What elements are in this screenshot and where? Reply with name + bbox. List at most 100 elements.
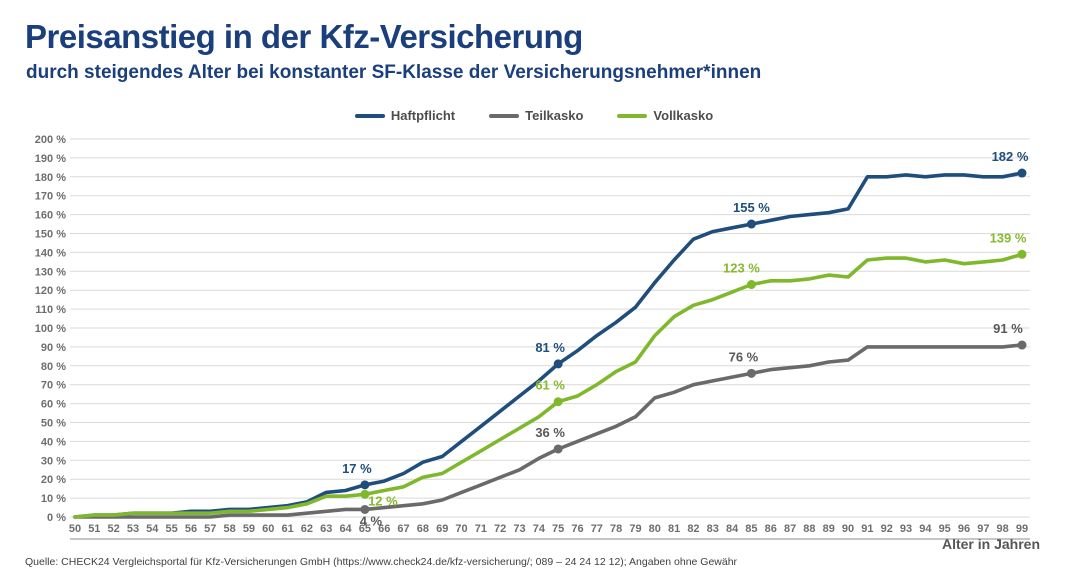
- y-tick-label: 130 %: [35, 266, 66, 278]
- data-point-haftpflicht-85: [746, 219, 756, 229]
- x-tick-label: 89: [823, 523, 835, 535]
- x-tick-label: 84: [726, 523, 739, 535]
- x-tick-label: 77: [591, 523, 603, 535]
- legend-item-teilkasko: Teilkasko: [489, 108, 583, 123]
- page-title: Preisanstieg in der Kfz-Versicherung: [25, 18, 583, 55]
- y-tick-label: 110 %: [35, 304, 66, 316]
- data-point-vollkasko-85: [746, 280, 756, 290]
- x-tick-label: 67: [397, 523, 409, 535]
- x-tick-label: 81: [668, 523, 680, 535]
- y-tick-label: 190 %: [35, 153, 66, 165]
- data-point-haftpflicht-75: [553, 359, 563, 369]
- x-tick-label: 95: [939, 523, 951, 535]
- y-tick-label: 80 %: [41, 361, 66, 373]
- x-tick-label: 92: [881, 523, 893, 535]
- x-tick-label: 78: [610, 523, 622, 535]
- y-tick-label: 120 %: [35, 285, 66, 297]
- x-tick-label: 93: [900, 523, 912, 535]
- x-tick-label: 80: [649, 523, 661, 535]
- data-label-teilkasko-99: 91 %: [993, 321, 1023, 336]
- x-tick-label: 69: [436, 523, 448, 535]
- y-tick-label: 10 %: [41, 493, 66, 505]
- data-label-teilkasko-75: 36 %: [535, 425, 565, 440]
- series-line-haftpflicht: [73, 171, 1024, 519]
- x-tick-label: 66: [378, 523, 390, 535]
- x-tick-label: 52: [108, 523, 120, 535]
- legend-label: Haftpflicht: [390, 108, 456, 123]
- data-point-vollkasko-65: [360, 489, 370, 499]
- legend-item-haftpflicht: Haftpflicht: [354, 108, 456, 123]
- data-label-vollkasko-85: 123 %: [723, 261, 760, 276]
- x-tick-label: 60: [262, 523, 274, 535]
- y-tick-label: 60 %: [41, 399, 66, 411]
- x-tick-label: 64: [339, 523, 352, 535]
- x-tick-label: 73: [513, 523, 525, 535]
- x-tick-label: 75: [552, 523, 564, 535]
- y-tick-label: 150 %: [35, 229, 66, 241]
- x-tick-label: 53: [127, 523, 139, 535]
- y-tick-label: 50 %: [41, 418, 66, 430]
- x-axis-title: Alter in Jahren: [941, 536, 1040, 552]
- y-tick-label: 90 %: [41, 342, 66, 354]
- data-label-haftpflicht-99: 182 %: [992, 149, 1029, 164]
- x-tick-label: 74: [533, 523, 546, 535]
- x-tick-label: 59: [243, 523, 255, 535]
- legend-swatch-haftpflicht: [354, 113, 385, 118]
- y-tick-label: 70 %: [41, 380, 66, 392]
- x-tick-label: 83: [707, 523, 719, 535]
- data-label-teilkasko-65: 4 %: [360, 513, 383, 528]
- y-tick-label: 30 %: [41, 455, 66, 467]
- x-tick-label: 96: [958, 523, 970, 535]
- data-point-vollkasko-99: [1017, 249, 1027, 259]
- data-label-vollkasko-75: 61 %: [535, 378, 565, 393]
- data-point-teilkasko-65: [360, 504, 370, 514]
- data-point-haftpflicht-65: [360, 480, 370, 490]
- legend-swatch-teilkasko: [489, 113, 520, 118]
- x-tick-label: 61: [281, 523, 293, 535]
- y-tick-label: 180 %: [35, 172, 66, 184]
- data-label-teilkasko-85: 76 %: [729, 349, 759, 364]
- legend-label: Vollkasko: [653, 108, 714, 123]
- x-tick-label: 88: [803, 523, 815, 535]
- x-tick-label: 71: [475, 523, 487, 535]
- x-tick-label: 70: [455, 523, 467, 535]
- data-point-teilkasko-75: [553, 444, 563, 454]
- x-tick-label: 98: [997, 523, 1009, 535]
- x-tick-label: 51: [88, 523, 100, 535]
- x-tick-label: 82: [687, 523, 699, 535]
- x-tick-label: 85: [745, 523, 757, 535]
- legend-label: Teilkasko: [525, 108, 584, 123]
- data-point-teilkasko-85: [746, 368, 756, 378]
- x-tick-label: 55: [166, 523, 178, 535]
- y-tick-label: 140 %: [35, 247, 66, 259]
- x-tick-label: 72: [494, 523, 506, 535]
- x-tick-label: 79: [629, 523, 641, 535]
- series-line-vollkasko: [73, 252, 1024, 519]
- x-tick-label: 56: [185, 523, 197, 535]
- x-tick-label: 57: [204, 523, 216, 535]
- x-tick-label: 62: [301, 523, 313, 535]
- y-tick-label: 40 %: [41, 436, 66, 448]
- data-point-teilkasko-99: [1017, 340, 1027, 350]
- y-tick-label: 170 %: [35, 191, 66, 203]
- data-point-vollkasko-75: [553, 397, 563, 407]
- source-note: Quelle: CHECK24 Vergleichsportal für Kfz…: [25, 556, 738, 568]
- series-line-teilkasko: [73, 343, 1024, 519]
- legend-item-vollkasko: Vollkasko: [617, 108, 713, 123]
- x-tick-label: 91: [861, 523, 873, 535]
- x-tick-label: 94: [919, 523, 932, 535]
- data-label-vollkasko-99: 139 %: [990, 230, 1027, 245]
- y-tick-label: 160 %: [35, 210, 66, 222]
- x-tick-label: 50: [69, 523, 81, 535]
- x-tick-label: 97: [977, 523, 989, 535]
- y-tick-label: 20 %: [41, 474, 66, 486]
- y-tick-label: 100 %: [35, 323, 66, 335]
- x-tick-label: 63: [320, 523, 332, 535]
- x-tick-label: 90: [842, 523, 854, 535]
- x-tick-label: 76: [571, 523, 583, 535]
- x-tick-label: 87: [784, 523, 796, 535]
- page-subtitle: durch steigendes Alter bei konstanter SF…: [26, 62, 762, 83]
- legend-swatch-vollkasko: [617, 113, 648, 118]
- data-label-haftpflicht-65: 17 %: [342, 461, 372, 476]
- x-tick-label: 86: [765, 523, 777, 535]
